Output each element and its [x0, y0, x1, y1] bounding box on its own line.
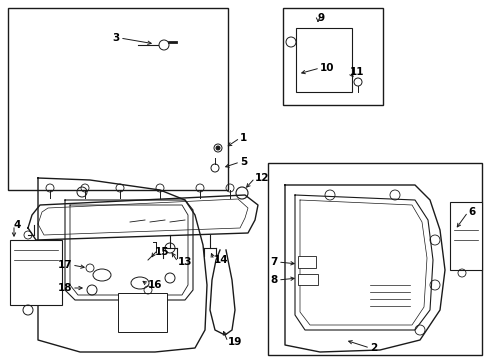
Text: 4: 4 [14, 220, 21, 230]
Text: 10: 10 [319, 63, 334, 73]
Ellipse shape [131, 277, 149, 289]
Text: 11: 11 [349, 67, 364, 77]
Text: 14: 14 [214, 255, 228, 265]
Bar [283, 8, 382, 105]
Text: 8: 8 [270, 275, 278, 285]
Bar [297, 274, 317, 285]
Text: 12: 12 [254, 173, 269, 183]
Ellipse shape [93, 269, 111, 281]
Text: 6: 6 [467, 207, 474, 217]
FancyBboxPatch shape [295, 28, 351, 92]
Text: 13: 13 [178, 257, 192, 267]
Bar [297, 256, 315, 268]
Bar [449, 202, 481, 270]
Text: 17: 17 [57, 260, 72, 270]
Bar [8, 8, 227, 190]
Text: 9: 9 [317, 13, 325, 23]
Bar [10, 240, 62, 305]
Text: 2: 2 [369, 343, 376, 353]
Circle shape [216, 146, 220, 150]
Text: 16: 16 [148, 280, 162, 290]
Text: 5: 5 [240, 157, 247, 167]
Text: 3: 3 [113, 33, 120, 43]
Bar [267, 163, 481, 355]
Text: 7: 7 [270, 257, 278, 267]
Text: 1: 1 [240, 133, 247, 143]
Text: 19: 19 [227, 337, 242, 347]
FancyBboxPatch shape [118, 293, 167, 332]
Text: 18: 18 [58, 283, 72, 293]
Text: 15: 15 [155, 247, 169, 257]
